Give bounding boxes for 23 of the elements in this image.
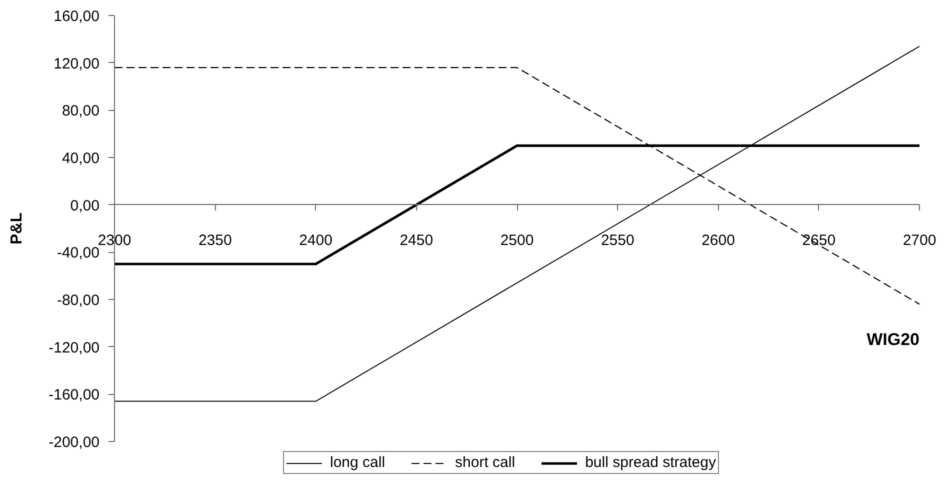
x-tick-label: 2700 xyxy=(902,232,936,249)
x-tick-label: 2650 xyxy=(802,232,836,249)
x-tick-label: 2450 xyxy=(400,232,434,249)
legend-label: short call xyxy=(455,454,516,471)
y-tick-label: -80,00 xyxy=(56,292,100,309)
y-tick-label: 40,00 xyxy=(62,150,100,167)
x-tick-label: 2500 xyxy=(500,232,534,249)
y-tick-label: -160,00 xyxy=(48,386,100,404)
legend-label: bull spread strategy xyxy=(585,454,716,471)
y-tick-label: 80,00 xyxy=(62,102,100,120)
y-tick-label: -40,00 xyxy=(56,244,100,262)
x-axis-title: WIG20 xyxy=(866,330,920,349)
x-tick-label: 2550 xyxy=(600,232,634,249)
legend-label: long call xyxy=(330,454,386,471)
y-axis-title: P&L xyxy=(8,212,26,244)
y-tick-label: -200,00 xyxy=(48,434,100,451)
y-tick-label: 120,00 xyxy=(54,55,100,72)
x-tick-label: 2600 xyxy=(702,232,735,249)
x-tick-label: 2350 xyxy=(198,232,232,249)
y-tick-label: 0,00 xyxy=(70,197,100,214)
y-tick-label: -120,00 xyxy=(48,339,100,356)
x-tick-label: 2400 xyxy=(299,232,332,249)
y-tick-label: 160,00 xyxy=(54,8,100,25)
